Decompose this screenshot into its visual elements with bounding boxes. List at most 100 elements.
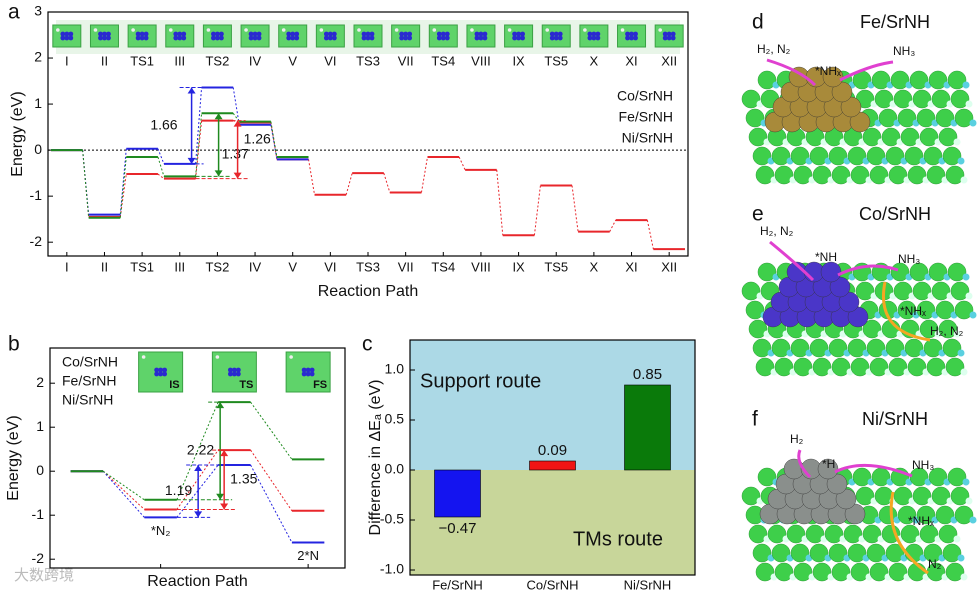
- surface-atom: [909, 262, 929, 282]
- surface-atom: [950, 281, 970, 301]
- surface-atom: [957, 157, 965, 165]
- annotation-label: 1.35: [230, 470, 257, 486]
- atom: [248, 35, 254, 41]
- surface-atom: [881, 127, 901, 147]
- surface-atom: [771, 338, 791, 358]
- atom: [629, 35, 634, 41]
- atom: [520, 35, 525, 41]
- surface-atom: [962, 81, 970, 89]
- surface-atom: [828, 338, 848, 358]
- connector: [119, 156, 127, 218]
- x-tick-label: Ni/SrNH: [624, 577, 672, 592]
- x-tick-label: TS1: [130, 53, 154, 68]
- surface-atom: [947, 262, 967, 282]
- x-tick-label: TS4: [431, 259, 455, 274]
- atom: [327, 35, 333, 41]
- atom: [444, 31, 450, 37]
- atom: [289, 355, 293, 359]
- atom: [154, 367, 160, 373]
- atom: [670, 31, 676, 37]
- arrow: [839, 60, 894, 82]
- region-label: Support route: [420, 370, 541, 392]
- atom: [474, 31, 480, 37]
- atom: [294, 35, 300, 41]
- surface-atom: [893, 281, 913, 301]
- surface-atom: [916, 108, 936, 128]
- atom: [143, 35, 149, 41]
- x-tick-label: VI: [324, 53, 336, 68]
- surface-atom: [885, 146, 905, 166]
- connector: [102, 470, 145, 501]
- atom: [516, 31, 521, 37]
- cluster-atom: [838, 291, 860, 313]
- atom: [227, 367, 233, 373]
- cluster-atom: [831, 81, 853, 103]
- atom: [629, 31, 634, 37]
- atom: [56, 28, 60, 32]
- surface-atom: [909, 467, 929, 487]
- annotation-label: 1.19: [165, 482, 192, 498]
- x-tick-label: *N₂: [151, 523, 171, 538]
- surface-atom: [755, 165, 775, 185]
- surface-atom: [850, 562, 870, 582]
- x-axis-label: Reaction Path: [318, 283, 419, 300]
- surface-atom: [793, 165, 813, 185]
- y-tick-label: -1: [30, 187, 43, 203]
- atom: [294, 31, 300, 37]
- surface-atom: [916, 300, 936, 320]
- atom: [399, 35, 405, 41]
- atom: [323, 31, 329, 37]
- atom: [252, 35, 258, 41]
- atom: [106, 35, 111, 41]
- surface-atom: [885, 543, 905, 563]
- arrow-head: [214, 170, 223, 177]
- surface-atom: [953, 138, 961, 146]
- surface-atom: [907, 165, 927, 185]
- surface-atom: [904, 146, 924, 166]
- arrow-head: [220, 503, 229, 510]
- atom: [215, 35, 220, 41]
- arrow: [769, 240, 815, 282]
- atom: [394, 28, 399, 32]
- surface-atom: [900, 524, 920, 544]
- atom: [470, 28, 474, 32]
- atom: [440, 31, 446, 37]
- atom: [60, 35, 66, 41]
- atom: [432, 28, 437, 32]
- connector: [195, 120, 203, 179]
- connector: [646, 219, 654, 250]
- atom: [219, 31, 224, 37]
- connector: [157, 173, 165, 180]
- atom: [625, 31, 630, 37]
- species-label: NH₃: [893, 44, 915, 58]
- species-label: NH₃: [912, 458, 934, 472]
- connector: [308, 159, 316, 195]
- surface-atom: [931, 89, 951, 109]
- y-tick-label: -0.5: [380, 511, 404, 527]
- atom: [211, 35, 216, 41]
- atom: [173, 35, 179, 41]
- surface-atom: [928, 262, 948, 282]
- atom: [520, 31, 525, 37]
- surface-atom: [888, 165, 908, 185]
- x-axis-label: Reaction Path: [147, 573, 248, 590]
- cluster-atom: [849, 111, 871, 133]
- atom: [231, 371, 237, 377]
- atom: [219, 35, 224, 41]
- surface-atom: [866, 338, 886, 358]
- surface-atom: [965, 100, 973, 108]
- atom: [301, 367, 307, 373]
- value-label: 0.09: [538, 442, 567, 459]
- surface-atom: [771, 146, 791, 166]
- atom: [158, 371, 164, 377]
- arrow-head: [187, 87, 196, 94]
- arrow-head: [216, 402, 225, 409]
- atom: [301, 371, 307, 377]
- surface-atom: [874, 89, 894, 109]
- surface-atom: [752, 543, 772, 563]
- y-axis-label: Energy (eV): [9, 91, 26, 176]
- surface-atom: [923, 146, 943, 166]
- surface-atom: [809, 146, 829, 166]
- atom: [625, 35, 630, 41]
- atom: [173, 31, 179, 37]
